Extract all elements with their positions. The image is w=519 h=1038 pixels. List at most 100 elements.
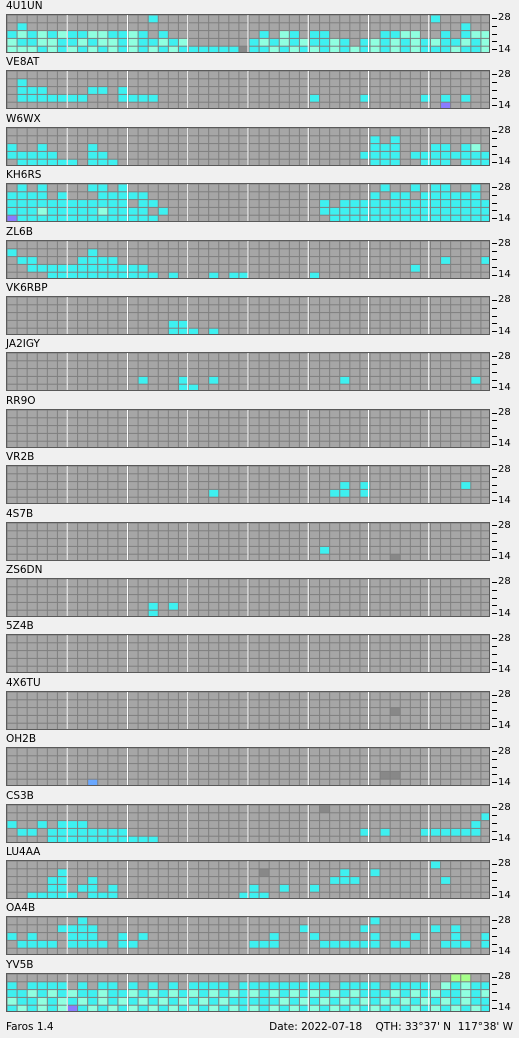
empty-cell: [420, 418, 430, 425]
empty-cell: [259, 523, 269, 530]
empty-cell: [410, 128, 420, 136]
signal-cell: [189, 385, 199, 391]
empty-cell: [68, 579, 78, 587]
empty-cell: [259, 241, 269, 248]
signal-cell: [17, 79, 27, 87]
signal-cell: [78, 46, 88, 52]
empty-cell: [158, 707, 168, 715]
empty-cell: [47, 297, 57, 305]
signal-cell: [98, 38, 108, 46]
empty-cell: [209, 320, 219, 328]
empty-cell: [481, 23, 489, 31]
signal-cell: [78, 215, 88, 222]
empty-cell: [88, 474, 98, 482]
empty-cell: [481, 143, 489, 151]
empty-cell: [47, 418, 57, 425]
empty-cell: [320, 530, 330, 538]
signal-cell: [17, 23, 27, 31]
empty-cell: [259, 272, 269, 278]
propagation-grid-canvas: [7, 71, 489, 109]
empty-cell: [269, 377, 279, 385]
signal-cell: [259, 869, 269, 877]
empty-cell: [98, 466, 108, 474]
signal-cell: [138, 1005, 148, 1011]
empty-cell: [249, 602, 259, 610]
empty-cell: [330, 554, 340, 560]
empty-cell: [7, 595, 17, 602]
empty-cell: [461, 917, 471, 925]
empty-cell: [370, 466, 380, 474]
empty-cell: [410, 441, 420, 447]
band-tick: [492, 725, 497, 727]
empty-cell: [259, 756, 269, 764]
empty-cell: [431, 474, 441, 482]
empty-cell: [370, 369, 380, 377]
empty-cell: [461, 779, 471, 786]
signal-cell: [27, 892, 37, 898]
empty-cell: [410, 748, 420, 756]
empty-cell: [299, 441, 309, 447]
empty-cell: [178, 805, 188, 812]
empty-cell: [209, 441, 219, 447]
empty-cell: [148, 385, 158, 391]
empty-cell: [98, 297, 108, 305]
empty-cell: [380, 474, 390, 482]
empty-cell: [108, 595, 118, 602]
empty-cell: [108, 949, 118, 955]
empty-cell: [178, 925, 188, 933]
empty-cell: [461, 610, 471, 616]
empty-cell: [279, 587, 289, 595]
empty-cell: [380, 715, 390, 723]
empty-cell: [158, 917, 168, 925]
empty-cell: [259, 497, 269, 504]
empty-cell: [350, 272, 360, 278]
empty-cell: [340, 707, 350, 715]
empty-cell: [57, 530, 67, 538]
empty-cell: [370, 715, 380, 723]
empty-cell: [78, 361, 88, 369]
empty-cell: [350, 313, 360, 320]
empty-cell: [481, 692, 489, 700]
empty-cell: [461, 433, 471, 441]
empty-cell: [249, 587, 259, 595]
empty-cell: [128, 353, 138, 361]
empty-cell: [310, 474, 320, 482]
empty-cell: [148, 482, 158, 490]
empty-cell: [229, 369, 239, 377]
empty-cell: [259, 377, 269, 385]
empty-cell: [471, 779, 481, 786]
empty-cell: [239, 328, 249, 334]
beacon-callsign: 4X6TU: [6, 676, 41, 689]
empty-cell: [37, 305, 47, 313]
empty-cell: [320, 418, 330, 425]
empty-cell: [441, 884, 451, 892]
empty-cell: [350, 482, 360, 490]
empty-cell: [189, 723, 199, 729]
empty-cell: [68, 410, 78, 418]
empty-cell: [360, 418, 370, 425]
signal-cell: [219, 1005, 229, 1011]
empty-cell: [148, 659, 158, 667]
empty-cell: [259, 313, 269, 320]
empty-cell: [400, 756, 410, 764]
empty-cell: [199, 523, 209, 530]
empty-cell: [27, 385, 37, 391]
signal-cell: [138, 46, 148, 52]
empty-cell: [219, 466, 229, 474]
band-tick: [492, 74, 497, 76]
empty-cell: [7, 643, 17, 651]
signal-cell: [138, 997, 148, 1005]
empty-cell: [148, 23, 158, 31]
empty-cell: [209, 256, 219, 264]
signal-cell: [189, 997, 199, 1005]
empty-cell: [7, 707, 17, 715]
empty-cell: [189, 136, 199, 143]
signal-cell: [370, 997, 380, 1005]
empty-cell: [299, 812, 309, 820]
empty-cell: [420, 490, 430, 497]
empty-cell: [108, 643, 118, 651]
empty-cell: [289, 200, 299, 208]
empty-cell: [199, 418, 209, 425]
empty-cell: [98, 474, 108, 482]
empty-cell: [148, 241, 158, 248]
